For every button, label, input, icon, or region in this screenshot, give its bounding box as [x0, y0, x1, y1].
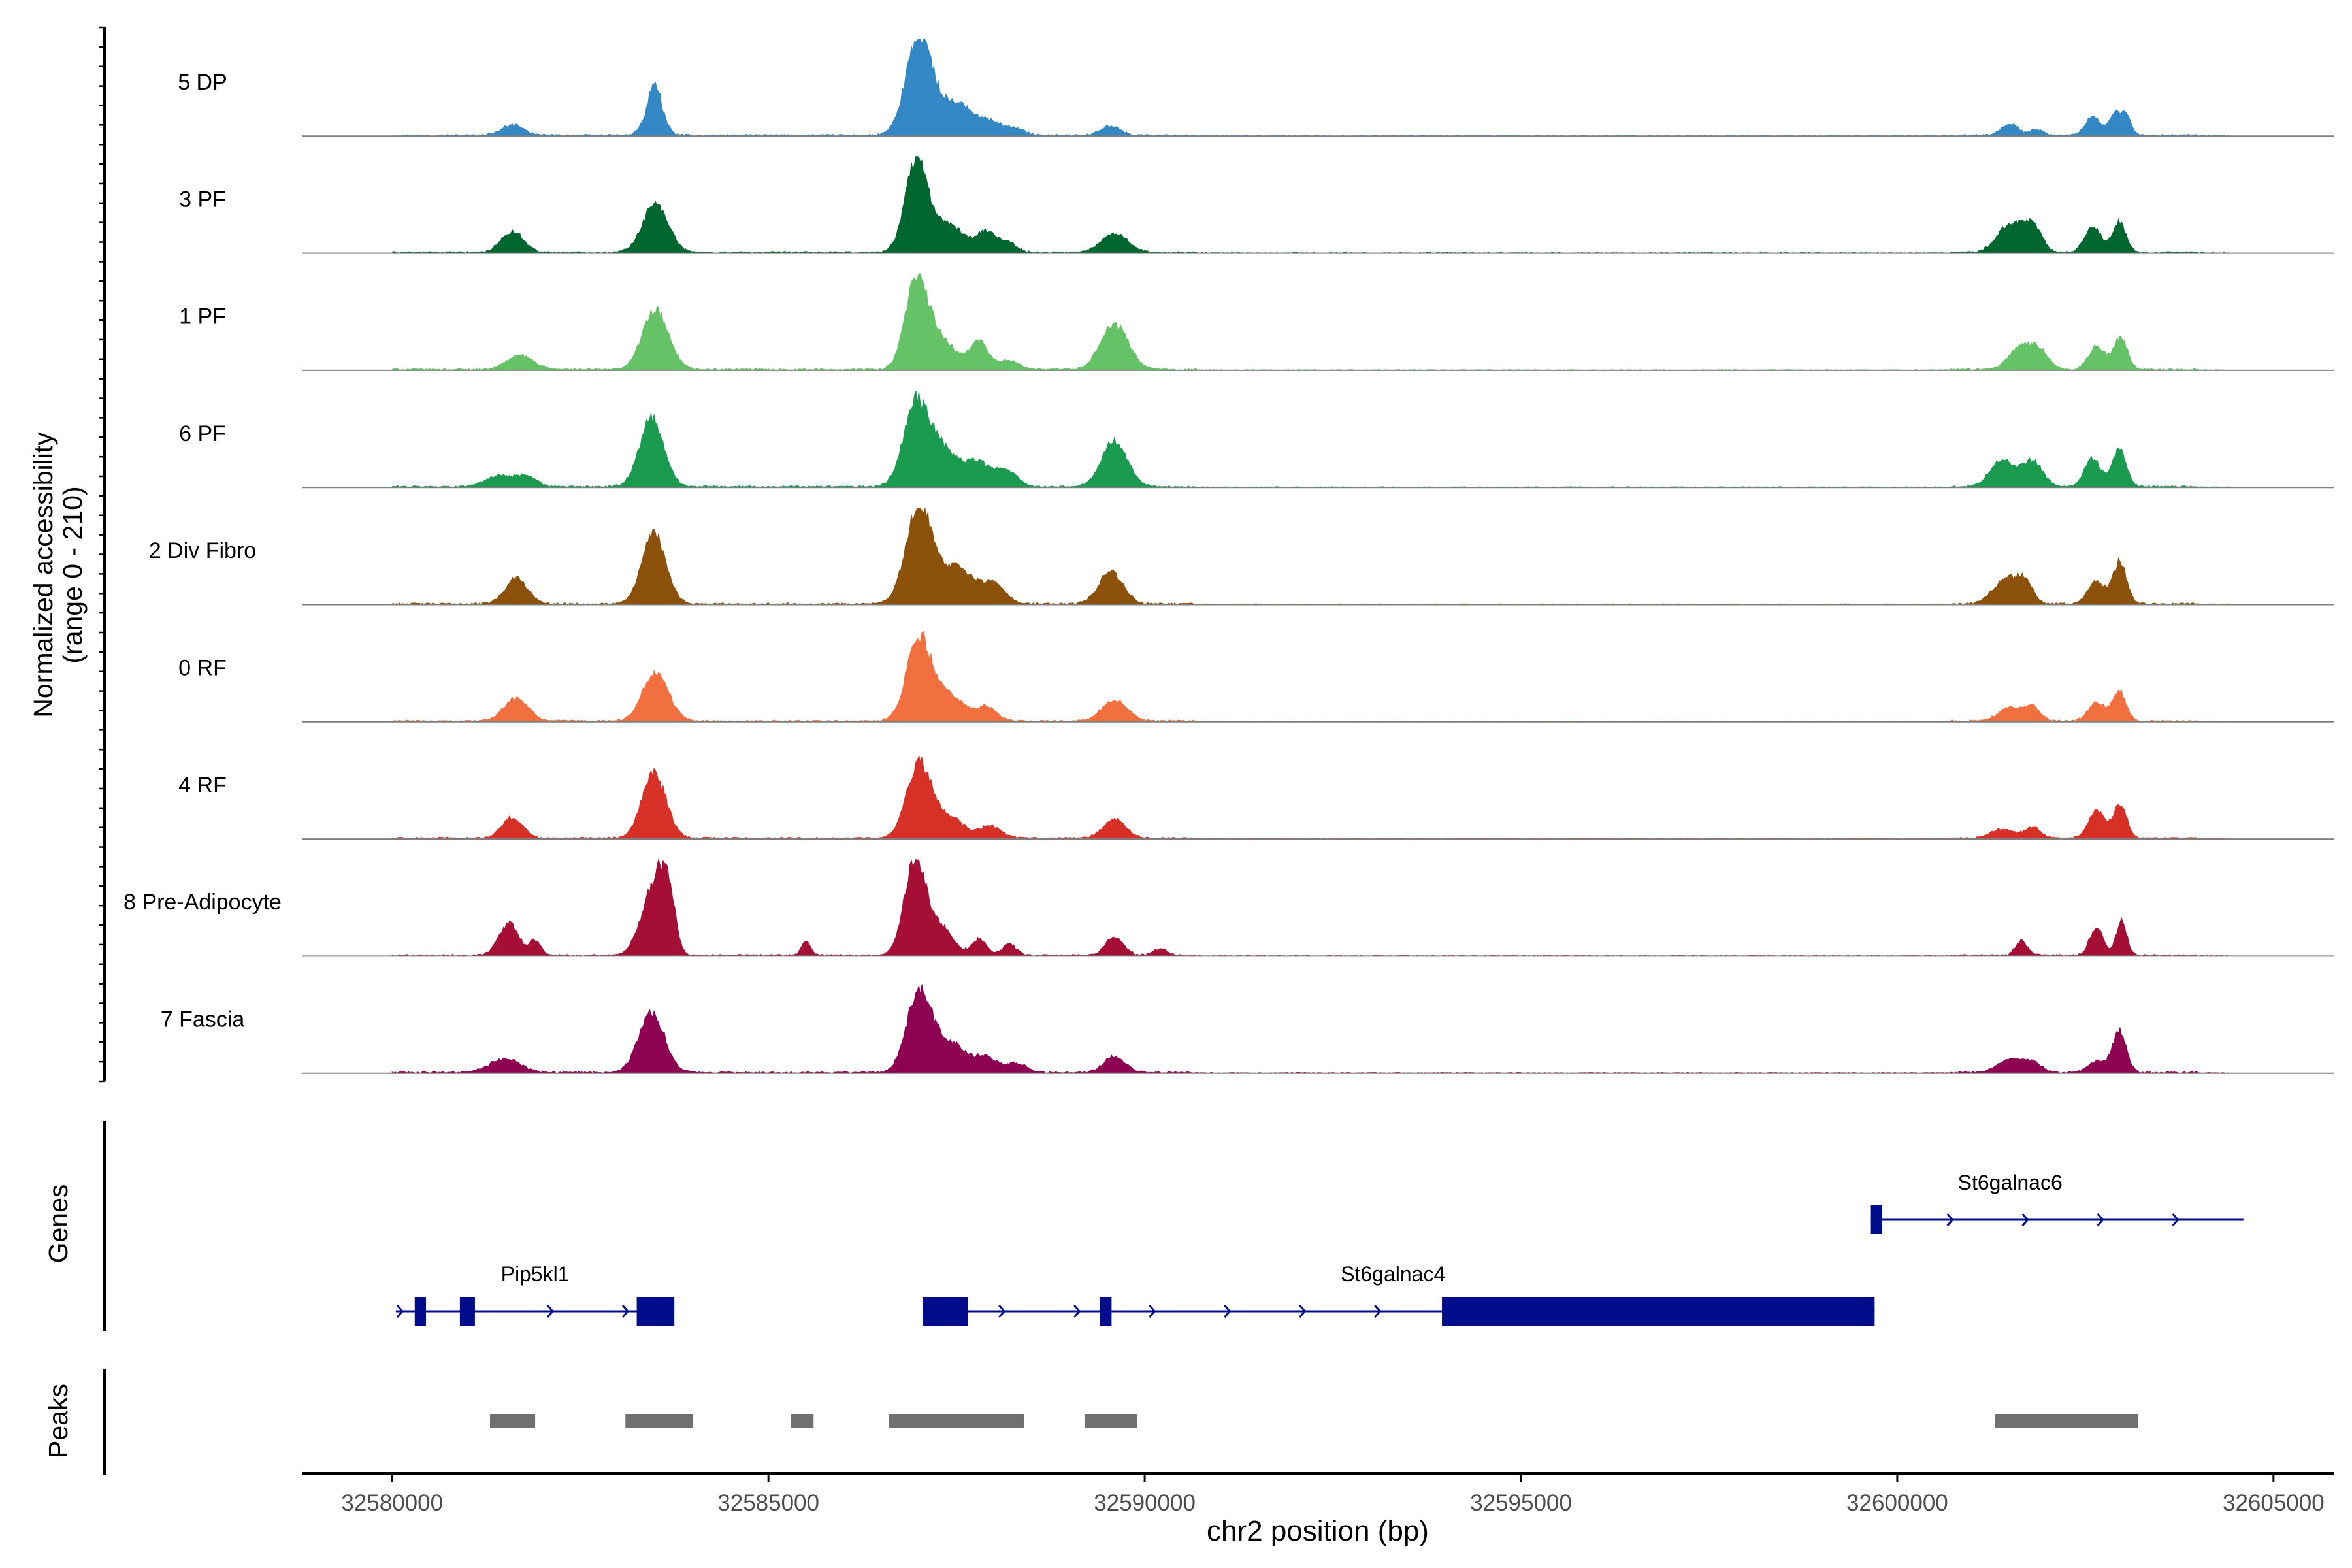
- track-7: 4 RF: [178, 754, 2334, 840]
- strand-arrow: [2021, 1213, 2029, 1226]
- gene-label: St6galnac4: [1341, 1262, 1445, 1286]
- exon: [1099, 1297, 1112, 1326]
- strand-arrow: [1299, 1305, 1307, 1318]
- track-6: 0 RF: [178, 630, 2334, 723]
- genes-panel-label: Genes: [43, 1184, 73, 1264]
- track-label: 5 DP: [178, 70, 227, 95]
- y-axis-label-line1: Normalized accessibility: [28, 432, 58, 718]
- called-peak: [625, 1414, 693, 1428]
- strand-arrow: [998, 1305, 1006, 1318]
- exon: [923, 1297, 968, 1326]
- exon: [1442, 1297, 1875, 1326]
- strand-arrow: [1073, 1305, 1081, 1318]
- track-label: 8 Pre-Adipocyte: [123, 890, 282, 915]
- gene-label: Pip5kl1: [501, 1262, 570, 1286]
- strand-arrow: [2097, 1213, 2104, 1226]
- x-tick-label: 32590000: [1094, 1490, 1196, 1516]
- x-tick-label: 32595000: [1470, 1490, 1572, 1516]
- x-axis: 32580000 32585000 32590000 32595000 32600000…: [302, 1472, 2334, 1516]
- strand-arrow: [396, 1305, 404, 1318]
- called-peak: [1084, 1414, 1137, 1428]
- track-label: 7 Fascia: [161, 1007, 245, 1032]
- track-2: 3 PF: [179, 156, 2334, 254]
- track-label: 4 RF: [178, 773, 227, 798]
- track-9: 7 Fascia: [161, 984, 2334, 1074]
- gene-St6galnac4: St6galnac4: [923, 1262, 1875, 1326]
- track-3: 1 PF: [179, 273, 2334, 371]
- strand-arrow: [546, 1305, 554, 1318]
- track-4: 6 PF: [179, 391, 2334, 489]
- gene-Pip5kl1: Pip5kl1: [395, 1262, 675, 1326]
- track-label: 1 PF: [179, 304, 226, 329]
- x-axis-title: chr2 position (bp): [1207, 1515, 1429, 1547]
- strand-arrow: [2172, 1213, 2180, 1226]
- x-tick-label: 32580000: [341, 1490, 443, 1516]
- strand-arrow: [1224, 1305, 1232, 1318]
- called-peak: [791, 1414, 814, 1428]
- coverage-tracks: 5 DP 3 PF 1 PF 6 PF 2 Div Fibro 0 RF 4 RF 8 Pre…: [123, 39, 2334, 1074]
- strand-arrow: [1149, 1305, 1156, 1318]
- track-label: 0 RF: [178, 656, 227, 681]
- track-label: 6 PF: [179, 421, 226, 446]
- strand-arrow: [1374, 1305, 1382, 1318]
- track-label: 2 Div Fibro: [149, 538, 256, 563]
- x-tick-label: 32585000: [717, 1490, 819, 1516]
- genes-panel: Pip5kl1 St6galnac4 St6galnac6: [103, 1121, 2244, 1331]
- peaks-panel: [103, 1369, 2138, 1475]
- exon: [1870, 1205, 1882, 1234]
- peaks-panel-label: Peaks: [43, 1384, 73, 1458]
- exon: [459, 1297, 475, 1326]
- called-peak: [889, 1414, 1024, 1428]
- track-label: 3 PF: [179, 187, 226, 212]
- strand-arrow: [1946, 1213, 1954, 1226]
- x-tick-label: 32600000: [1846, 1490, 1948, 1516]
- track-1: 5 DP: [178, 39, 2334, 137]
- strand-arrow: [621, 1305, 629, 1318]
- exon: [636, 1297, 675, 1326]
- track-8: 8 Pre-Adipocyte: [123, 858, 2334, 957]
- coverage-y-axis: [99, 26, 106, 1083]
- called-peak: [1995, 1414, 2138, 1428]
- x-tick-label: 32605000: [2223, 1490, 2325, 1516]
- y-axis-label-line2: (range 0 - 210): [57, 486, 88, 663]
- gene-label: St6galnac6: [1958, 1171, 2063, 1194]
- gene-St6galnac6: St6galnac6: [1870, 1171, 2244, 1234]
- track-5: 2 Div Fibro: [149, 508, 2334, 606]
- exon: [414, 1297, 427, 1326]
- called-peak: [489, 1414, 536, 1428]
